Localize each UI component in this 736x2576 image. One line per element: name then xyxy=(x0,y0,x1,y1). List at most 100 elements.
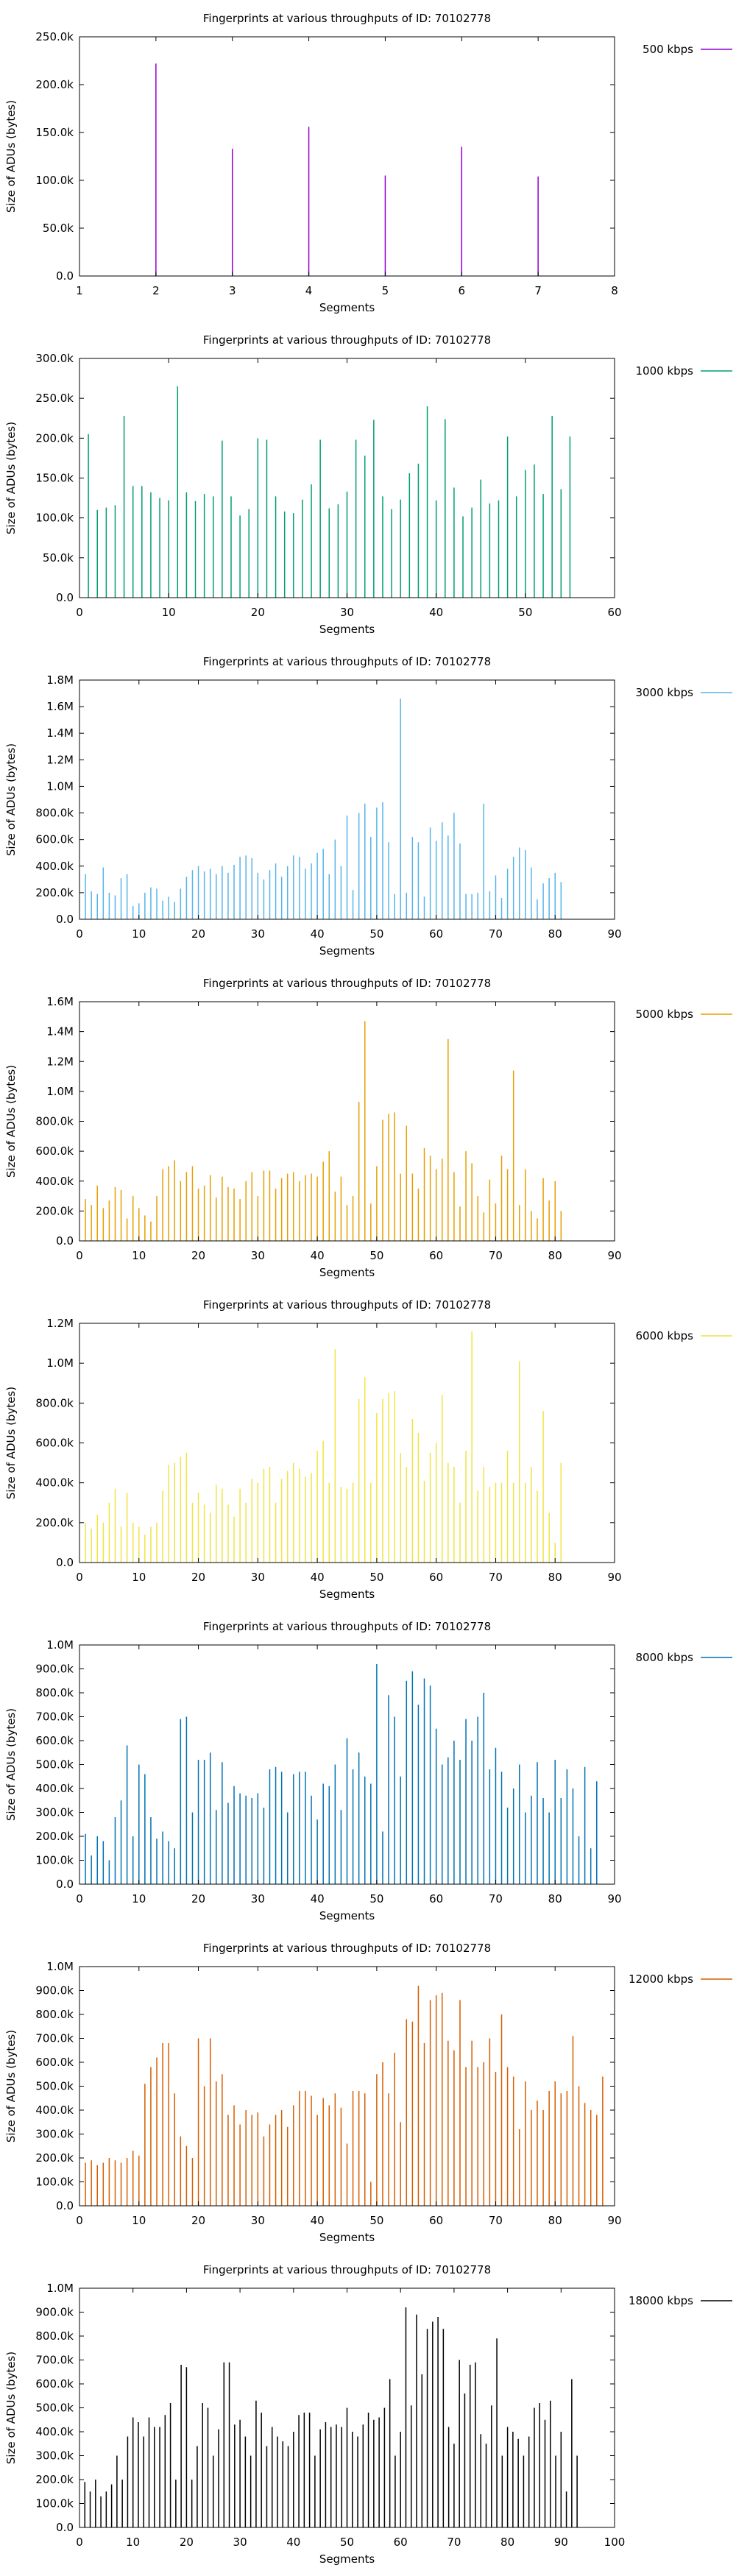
y-tick-label: 400.0k xyxy=(35,1476,74,1490)
x-tick-label: 60 xyxy=(429,1892,443,1906)
x-axis-label: Segments xyxy=(319,623,375,636)
y-tick-label: 0.0 xyxy=(56,269,74,283)
x-tick-label: 2 xyxy=(152,284,160,297)
y-tick-label: 50.0k xyxy=(43,222,74,235)
legend: 12000 kbps xyxy=(629,1972,732,1986)
chart-panel: Fingerprints at various throughputs of I… xyxy=(4,333,732,636)
x-tick-label: 60 xyxy=(394,2536,408,2549)
y-tick-label: 600.0k xyxy=(35,833,74,846)
y-tick-label: 200.0k xyxy=(35,1830,74,1843)
x-axis-label: Segments xyxy=(319,944,375,958)
x-tick-label: 50 xyxy=(369,2214,383,2227)
legend: 6000 kbps xyxy=(636,1329,732,1342)
chart-panel: Fingerprints at various throughputs of I… xyxy=(4,12,732,314)
y-tick-label: 700.0k xyxy=(35,2354,74,2367)
x-tick-label: 5 xyxy=(382,284,389,297)
x-tick-label: 30 xyxy=(251,1249,265,1262)
y-tick-label: 200.0k xyxy=(35,431,74,445)
chart-panel: Fingerprints at various throughputs of I… xyxy=(4,977,732,1279)
x-tick-label: 20 xyxy=(191,1571,205,1584)
x-axis-label: Segments xyxy=(319,1909,375,1922)
y-tick-label: 250.0k xyxy=(35,30,74,43)
x-tick-label: 10 xyxy=(126,2536,140,2549)
x-tick-label: 20 xyxy=(191,2214,205,2227)
x-tick-label: 70 xyxy=(447,2536,461,2549)
plot-frame xyxy=(79,679,615,920)
x-tick-label: 40 xyxy=(286,2536,300,2549)
x-tick-label: 70 xyxy=(489,1892,503,1906)
y-tick-label: 1.8M xyxy=(46,673,74,687)
x-tick-label: 100 xyxy=(604,2536,626,2549)
y-tick-label: 200.0k xyxy=(35,886,74,899)
x-tick-label: 90 xyxy=(607,1249,621,1262)
legend-label: 1000 kbps xyxy=(636,364,694,378)
y-tick-label: 0.0 xyxy=(56,1878,74,1891)
y-tick-label: 150.0k xyxy=(35,472,74,485)
chart-title: Fingerprints at various throughputs of I… xyxy=(203,1620,491,1633)
y-tick-label: 100.0k xyxy=(35,1854,74,1867)
y-tick-label: 0.0 xyxy=(56,2199,74,2212)
y-tick-label: 600.0k xyxy=(35,1144,74,1158)
x-tick-label: 80 xyxy=(548,1249,562,1262)
x-tick-label: 70 xyxy=(489,1249,503,1262)
plot-frame xyxy=(79,36,615,277)
y-tick-label: 300.0k xyxy=(35,352,74,365)
y-tick-label: 700.0k xyxy=(35,1710,74,1724)
x-tick-label: 70 xyxy=(489,1571,503,1584)
y-tick-label: 1.6M xyxy=(46,995,74,1008)
y-tick-label: 200.0k xyxy=(35,78,74,91)
y-tick-label: 900.0k xyxy=(35,2306,74,2319)
y-axis-label: Size of ADUs (bytes) xyxy=(4,100,18,213)
y-tick-label: 1.2M xyxy=(46,1055,74,1068)
chart-title: Fingerprints at various throughputs of I… xyxy=(203,333,491,347)
y-tick-label: 800.0k xyxy=(35,2329,74,2343)
bar-series xyxy=(85,1331,562,1563)
y-tick-label: 800.0k xyxy=(35,1686,74,1699)
x-tick-label: 1 xyxy=(76,284,83,297)
x-tick-label: 10 xyxy=(132,2214,146,2227)
x-tick-label: 10 xyxy=(162,606,176,619)
x-tick-label: 20 xyxy=(191,927,205,941)
x-tick-label: 30 xyxy=(251,2214,265,2227)
chart-panel: Fingerprints at various throughputs of I… xyxy=(4,1942,732,2244)
x-tick-label: 40 xyxy=(311,2214,325,2227)
y-tick-label: 400.0k xyxy=(35,2425,74,2438)
y-tick-label: 1.0M xyxy=(46,1638,74,1652)
y-axis-label: Size of ADUs (bytes) xyxy=(4,2030,18,2142)
x-axis-label: Segments xyxy=(319,1266,375,1279)
y-tick-label: 0.0 xyxy=(56,1234,74,1248)
y-tick-label: 700.0k xyxy=(35,2032,74,2045)
chart-panel: Fingerprints at various throughputs of I… xyxy=(4,2263,732,2566)
chart-title: Fingerprints at various throughputs of I… xyxy=(203,1298,491,1312)
y-tick-label: 0.0 xyxy=(56,913,74,926)
x-tick-label: 70 xyxy=(489,2214,503,2227)
y-tick-label: 250.0k xyxy=(35,392,74,405)
y-tick-label: 800.0k xyxy=(35,2008,74,2021)
y-axis-label: Size of ADUs (bytes) xyxy=(4,1708,18,1821)
x-tick-label: 60 xyxy=(607,606,621,619)
x-tick-label: 10 xyxy=(132,1571,146,1584)
y-tick-label: 300.0k xyxy=(35,1806,74,1819)
y-axis-label: Size of ADUs (bytes) xyxy=(4,1387,18,1499)
x-tick-label: 40 xyxy=(311,1892,325,1906)
x-tick-label: 30 xyxy=(233,2536,247,2549)
y-tick-label: 0.0 xyxy=(56,591,74,604)
y-tick-label: 100.0k xyxy=(35,174,74,187)
x-tick-label: 4 xyxy=(305,284,313,297)
legend-label: 3000 kbps xyxy=(636,686,694,699)
x-tick-label: 40 xyxy=(311,927,325,941)
x-tick-label: 20 xyxy=(251,606,265,619)
chart-panel: Fingerprints at various throughputs of I… xyxy=(4,1620,732,1922)
y-tick-label: 100.0k xyxy=(35,512,74,525)
x-tick-label: 0 xyxy=(76,2536,83,2549)
y-tick-label: 200.0k xyxy=(35,1204,74,1217)
y-tick-label: 200.0k xyxy=(35,2151,74,2165)
x-axis-label: Segments xyxy=(319,2552,375,2566)
legend-label: 8000 kbps xyxy=(636,1651,694,1664)
x-tick-label: 40 xyxy=(311,1249,325,1262)
x-axis-label: Segments xyxy=(319,1588,375,1601)
y-tick-label: 800.0k xyxy=(35,1396,74,1409)
y-tick-label: 400.0k xyxy=(35,2103,74,2117)
x-tick-label: 10 xyxy=(132,1249,146,1262)
legend-label: 500 kbps xyxy=(643,43,693,56)
